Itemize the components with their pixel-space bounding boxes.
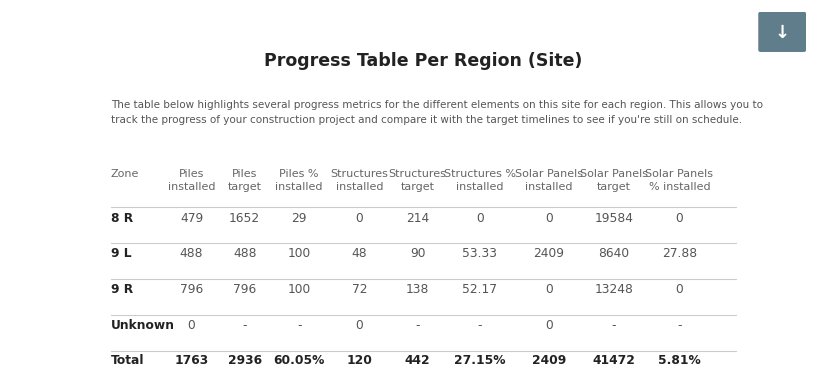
Text: 29: 29	[292, 212, 307, 225]
Text: Zone: Zone	[111, 169, 140, 179]
Text: 0: 0	[676, 212, 683, 225]
FancyBboxPatch shape	[758, 12, 806, 52]
Text: -: -	[415, 319, 420, 332]
Text: 0: 0	[545, 212, 553, 225]
Text: 13248: 13248	[595, 283, 634, 296]
Text: 0: 0	[355, 319, 363, 332]
Text: 796: 796	[180, 283, 203, 296]
Text: Piles
target: Piles target	[228, 169, 262, 192]
Text: 0: 0	[545, 283, 553, 296]
Text: 60.05%: 60.05%	[273, 354, 325, 366]
Text: Solar Panels
% installed: Solar Panels % installed	[645, 169, 714, 192]
Text: 52.17: 52.17	[463, 283, 497, 296]
Text: -: -	[297, 319, 301, 332]
Text: The table below highlights several progress metrics for the different elements o: The table below highlights several progr…	[111, 100, 763, 125]
Text: 2409: 2409	[534, 247, 564, 260]
Text: 0: 0	[476, 212, 483, 225]
Text: -: -	[243, 319, 247, 332]
Text: Solar Panels
installed: Solar Panels installed	[515, 169, 583, 192]
Text: 120: 120	[346, 354, 373, 366]
Text: Structures %
installed: Structures % installed	[444, 169, 515, 192]
Text: 0: 0	[545, 319, 553, 332]
Text: 488: 488	[233, 247, 257, 260]
Text: Structures
target: Structures target	[388, 169, 447, 192]
Text: Total: Total	[111, 354, 145, 366]
Text: Progress Table Per Region (Site): Progress Table Per Region (Site)	[264, 52, 582, 70]
Text: 138: 138	[406, 283, 430, 296]
Text: 0: 0	[676, 283, 683, 296]
Text: Structures
installed: Structures installed	[330, 169, 388, 192]
Text: 479: 479	[180, 212, 203, 225]
Text: 9 L: 9 L	[111, 247, 131, 260]
Text: ↓: ↓	[775, 24, 790, 42]
Text: 48: 48	[352, 247, 367, 260]
Text: 90: 90	[410, 247, 425, 260]
Text: 2409: 2409	[532, 354, 566, 366]
Text: 488: 488	[180, 247, 203, 260]
Text: Unknown: Unknown	[111, 319, 175, 332]
Text: 0: 0	[355, 212, 363, 225]
Text: 100: 100	[287, 283, 311, 296]
Text: Piles
installed: Piles installed	[168, 169, 216, 192]
Text: 5.81%: 5.81%	[658, 354, 700, 366]
Text: 0: 0	[188, 319, 196, 332]
Text: 41472: 41472	[592, 354, 635, 366]
Text: 53.33: 53.33	[463, 247, 497, 260]
Text: 19584: 19584	[595, 212, 634, 225]
Text: 72: 72	[352, 283, 367, 296]
Text: 1763: 1763	[174, 354, 209, 366]
Text: 796: 796	[233, 283, 256, 296]
Text: Solar Panels
target: Solar Panels target	[580, 169, 648, 192]
Text: Piles %
installed: Piles % installed	[275, 169, 323, 192]
Text: 100: 100	[287, 247, 311, 260]
Text: -: -	[677, 319, 681, 332]
Text: -: -	[612, 319, 616, 332]
Text: 1652: 1652	[229, 212, 260, 225]
Text: 27.88: 27.88	[662, 247, 697, 260]
Text: 27.15%: 27.15%	[454, 354, 506, 366]
Text: 2936: 2936	[228, 354, 262, 366]
Text: 8 R: 8 R	[111, 212, 133, 225]
Text: -: -	[477, 319, 482, 332]
Text: 214: 214	[406, 212, 430, 225]
Text: 8640: 8640	[599, 247, 629, 260]
Text: 442: 442	[405, 354, 430, 366]
Text: 9 R: 9 R	[111, 283, 133, 296]
